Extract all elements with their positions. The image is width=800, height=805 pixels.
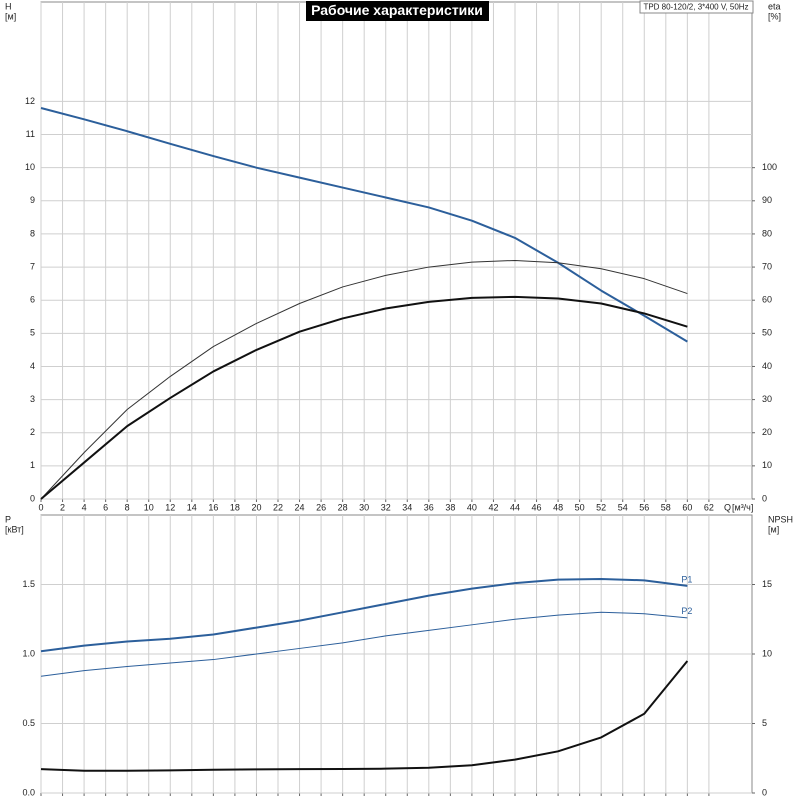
y2-tick-label: 0	[762, 493, 767, 503]
y-tick-label: 10	[25, 162, 35, 172]
x-tick-label: 32	[381, 502, 391, 512]
x-tick-label: 50	[575, 502, 585, 512]
x-tick-label: 38	[445, 502, 455, 512]
x-tick-label: 28	[338, 502, 348, 512]
x-tick-label: 20	[251, 502, 261, 512]
x-tick-label: 52	[596, 502, 606, 512]
y-axis-label: H	[5, 1, 12, 11]
y2-axis-label: eta	[768, 1, 781, 11]
x-tick-label: 6	[103, 502, 108, 512]
x-tick-label: 42	[488, 502, 498, 512]
series-label: P1	[681, 574, 692, 584]
chart-title: Рабочие характеристики	[311, 2, 483, 18]
x-tick-label: 22	[273, 502, 283, 512]
x-tick-label: 44	[510, 502, 520, 512]
x-tick-label: 30	[359, 502, 369, 512]
x-tick-label: 14	[187, 502, 197, 512]
y-axis-label: P	[5, 514, 11, 524]
y-tick-label: 8	[30, 228, 35, 238]
y2-tick-label: 50	[762, 328, 772, 338]
x-tick-label: 60	[682, 502, 692, 512]
x-tick-label: 10	[144, 502, 154, 512]
y2-axis-unit: [%]	[768, 11, 781, 21]
plot-frame	[40, 1, 753, 500]
series-line	[40, 259, 688, 500]
y-tick-label: 5	[30, 328, 35, 338]
x-tick-label: 0	[38, 502, 43, 512]
y-tick-label: 7	[30, 261, 35, 271]
y-tick-label: 1	[30, 460, 35, 470]
y-axis-unit: [кВт]	[5, 524, 24, 534]
series-line	[40, 577, 688, 653]
x-tick-label: 40	[467, 502, 477, 512]
series-label: P2	[681, 606, 692, 616]
series-line	[40, 295, 688, 500]
y2-tick-label: 0	[762, 787, 767, 797]
y-tick-label: 11	[26, 129, 35, 139]
y-tick-label: 6	[30, 295, 35, 305]
y2-tick-label: 60	[762, 295, 772, 305]
x-tick-label: 36	[424, 502, 434, 512]
y2-tick-label: 40	[762, 361, 772, 371]
title-box	[306, 1, 489, 21]
y-tick-label: 1.0	[22, 648, 35, 658]
y2-tick-label: 10	[762, 460, 772, 470]
series-line	[40, 107, 688, 343]
x-tick-label: 54	[618, 502, 628, 512]
y2-tick-label: 30	[762, 394, 772, 404]
y-tick-label: 3	[30, 394, 35, 404]
x-tick-label: 58	[661, 502, 671, 512]
x-tick-label: 62	[704, 502, 714, 512]
y2-axis-unit: [м]	[768, 524, 779, 534]
series-line	[40, 611, 688, 677]
y2-tick-label: 10	[762, 648, 772, 658]
y2-tick-label: 70	[762, 261, 772, 271]
x-tick-label: 12	[165, 502, 175, 512]
x-tick-label: 4	[82, 502, 87, 512]
y2-tick-label: 20	[762, 427, 772, 437]
series-line	[40, 660, 689, 772]
x-tick-label: 48	[553, 502, 563, 512]
x-tick-label: 8	[125, 502, 130, 512]
x-axis-unit: [м³/ч]	[732, 502, 753, 512]
x-axis-label: Q	[724, 502, 731, 512]
x-tick-label: 56	[639, 502, 649, 512]
y-tick-label: 1.5	[22, 579, 35, 589]
y-tick-label: 4	[30, 361, 35, 371]
x-tick-label: 34	[402, 502, 412, 512]
y2-tick-label: 80	[762, 228, 772, 238]
y-tick-label: 12	[25, 96, 35, 106]
y-tick-label: 0.5	[22, 718, 35, 728]
y-tick-label: 9	[30, 195, 35, 205]
x-tick-label: 16	[208, 502, 218, 512]
y2-axis-label: NPSH	[768, 514, 793, 524]
y-tick-label: 2	[30, 427, 35, 437]
x-tick-label: 2	[60, 502, 65, 512]
x-tick-label: 26	[316, 502, 326, 512]
x-tick-label: 18	[230, 502, 240, 512]
y-tick-label: 0.0	[22, 787, 35, 797]
y2-tick-label: 15	[762, 579, 772, 589]
y-tick-label: 0	[30, 493, 35, 503]
y-axis-unit: [м]	[5, 11, 16, 21]
annotation-box	[639, 0, 754, 14]
y2-tick-label: 90	[762, 195, 772, 205]
x-tick-label: 24	[295, 502, 305, 512]
annotation: TPD 80-120/2, 3*400 V, 50Hz	[643, 3, 748, 12]
y2-tick-label: 5	[762, 718, 767, 728]
y2-tick-label: 100	[762, 162, 777, 172]
x-tick-label: 46	[532, 502, 542, 512]
